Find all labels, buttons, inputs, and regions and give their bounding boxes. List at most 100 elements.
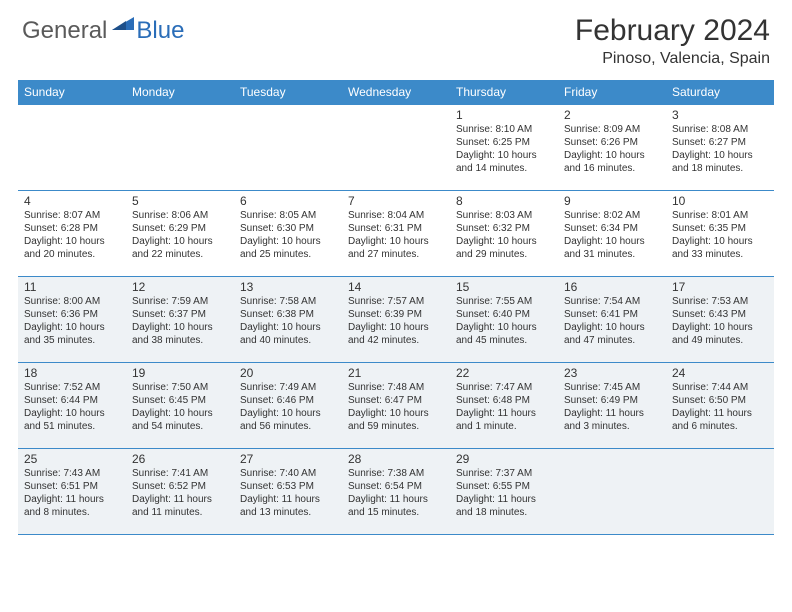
daylight-text: Daylight: 10 hours — [132, 408, 228, 421]
calendar-cell: 5Sunrise: 8:06 AMSunset: 6:29 PMDaylight… — [126, 191, 234, 277]
sunrise-text: Sunrise: 8:05 AM — [240, 210, 336, 223]
calendar-body: 1Sunrise: 8:10 AMSunset: 6:25 PMDaylight… — [18, 105, 774, 535]
sunset-text: Sunset: 6:45 PM — [132, 395, 228, 408]
day-header: Thursday — [450, 80, 558, 105]
daylight-text: Daylight: 10 hours — [456, 236, 552, 249]
calendar-cell — [558, 449, 666, 535]
calendar-cell: 15Sunrise: 7:55 AMSunset: 6:40 PMDayligh… — [450, 277, 558, 363]
header: General Blue February 2024 Pinoso, Valen… — [0, 0, 792, 74]
sunset-text: Sunset: 6:25 PM — [456, 137, 552, 150]
calendar-cell: 13Sunrise: 7:58 AMSunset: 6:38 PMDayligh… — [234, 277, 342, 363]
calendar-cell: 28Sunrise: 7:38 AMSunset: 6:54 PMDayligh… — [342, 449, 450, 535]
day-number: 13 — [240, 280, 336, 295]
daylight-text: Daylight: 10 hours — [24, 408, 120, 421]
daylight-text: and 47 minutes. — [564, 335, 660, 348]
daylight-text: and 54 minutes. — [132, 421, 228, 434]
sunset-text: Sunset: 6:28 PM — [24, 223, 120, 236]
daylight-text: and 27 minutes. — [348, 249, 444, 262]
day-number: 15 — [456, 280, 552, 295]
calendar-row: 25Sunrise: 7:43 AMSunset: 6:51 PMDayligh… — [18, 449, 774, 535]
day-number: 9 — [564, 194, 660, 209]
logo: General Blue — [22, 14, 184, 47]
sunrise-text: Sunrise: 7:53 AM — [672, 296, 768, 309]
calendar-cell: 2Sunrise: 8:09 AMSunset: 6:26 PMDaylight… — [558, 105, 666, 191]
day-number: 11 — [24, 280, 120, 295]
daylight-text: Daylight: 10 hours — [456, 322, 552, 335]
calendar-cell: 1Sunrise: 8:10 AMSunset: 6:25 PMDaylight… — [450, 105, 558, 191]
sunrise-text: Sunrise: 7:49 AM — [240, 382, 336, 395]
day-header: Saturday — [666, 80, 774, 105]
sunrise-text: Sunrise: 7:50 AM — [132, 382, 228, 395]
daylight-text: and 20 minutes. — [24, 249, 120, 262]
sunset-text: Sunset: 6:26 PM — [564, 137, 660, 150]
calendar-cell: 4Sunrise: 8:07 AMSunset: 6:28 PMDaylight… — [18, 191, 126, 277]
sunrise-text: Sunrise: 7:44 AM — [672, 382, 768, 395]
sunrise-text: Sunrise: 7:57 AM — [348, 296, 444, 309]
sunset-text: Sunset: 6:46 PM — [240, 395, 336, 408]
logo-text-general: General — [22, 17, 107, 45]
calendar-row: 11Sunrise: 8:00 AMSunset: 6:36 PMDayligh… — [18, 277, 774, 363]
calendar-cell: 27Sunrise: 7:40 AMSunset: 6:53 PMDayligh… — [234, 449, 342, 535]
daylight-text: Daylight: 11 hours — [348, 494, 444, 507]
calendar-cell: 21Sunrise: 7:48 AMSunset: 6:47 PMDayligh… — [342, 363, 450, 449]
sunset-text: Sunset: 6:43 PM — [672, 309, 768, 322]
logo-text-blue: Blue — [136, 17, 184, 45]
day-number: 3 — [672, 108, 768, 123]
daylight-text: and 18 minutes. — [672, 163, 768, 176]
daylight-text: and 16 minutes. — [564, 163, 660, 176]
daylight-text: Daylight: 10 hours — [24, 322, 120, 335]
daylight-text: Daylight: 10 hours — [672, 236, 768, 249]
calendar-cell: 19Sunrise: 7:50 AMSunset: 6:45 PMDayligh… — [126, 363, 234, 449]
sunrise-text: Sunrise: 7:52 AM — [24, 382, 120, 395]
daylight-text: Daylight: 10 hours — [240, 322, 336, 335]
daylight-text: Daylight: 11 hours — [132, 494, 228, 507]
daylight-text: and 45 minutes. — [456, 335, 552, 348]
daylight-text: and 22 minutes. — [132, 249, 228, 262]
sunset-text: Sunset: 6:53 PM — [240, 481, 336, 494]
calendar-cell: 26Sunrise: 7:41 AMSunset: 6:52 PMDayligh… — [126, 449, 234, 535]
daylight-text: Daylight: 10 hours — [564, 150, 660, 163]
sunset-text: Sunset: 6:49 PM — [564, 395, 660, 408]
sunrise-text: Sunrise: 8:08 AM — [672, 124, 768, 137]
day-number: 5 — [132, 194, 228, 209]
calendar-cell: 6Sunrise: 8:05 AMSunset: 6:30 PMDaylight… — [234, 191, 342, 277]
daylight-text: and 51 minutes. — [24, 421, 120, 434]
title-block: February 2024 Pinoso, Valencia, Spain — [575, 14, 770, 68]
daylight-text: and 18 minutes. — [456, 507, 552, 520]
daylight-text: Daylight: 10 hours — [672, 322, 768, 335]
sunrise-text: Sunrise: 8:06 AM — [132, 210, 228, 223]
sunset-text: Sunset: 6:55 PM — [456, 481, 552, 494]
sunset-text: Sunset: 6:50 PM — [672, 395, 768, 408]
daylight-text: and 42 minutes. — [348, 335, 444, 348]
calendar-cell: 9Sunrise: 8:02 AMSunset: 6:34 PMDaylight… — [558, 191, 666, 277]
day-number: 22 — [456, 366, 552, 381]
calendar-cell: 8Sunrise: 8:03 AMSunset: 6:32 PMDaylight… — [450, 191, 558, 277]
sunrise-text: Sunrise: 8:04 AM — [348, 210, 444, 223]
daylight-text: and 31 minutes. — [564, 249, 660, 262]
daylight-text: Daylight: 10 hours — [24, 236, 120, 249]
daylight-text: Daylight: 10 hours — [240, 236, 336, 249]
sunrise-text: Sunrise: 7:40 AM — [240, 468, 336, 481]
sunrise-text: Sunrise: 8:09 AM — [564, 124, 660, 137]
calendar-row: 1Sunrise: 8:10 AMSunset: 6:25 PMDaylight… — [18, 105, 774, 191]
calendar-cell: 18Sunrise: 7:52 AMSunset: 6:44 PMDayligh… — [18, 363, 126, 449]
calendar-cell: 29Sunrise: 7:37 AMSunset: 6:55 PMDayligh… — [450, 449, 558, 535]
sunrise-text: Sunrise: 7:55 AM — [456, 296, 552, 309]
daylight-text: Daylight: 10 hours — [132, 236, 228, 249]
sunrise-text: Sunrise: 7:38 AM — [348, 468, 444, 481]
sunrise-text: Sunrise: 8:07 AM — [24, 210, 120, 223]
sunset-text: Sunset: 6:39 PM — [348, 309, 444, 322]
sunset-text: Sunset: 6:30 PM — [240, 223, 336, 236]
calendar-cell: 7Sunrise: 8:04 AMSunset: 6:31 PMDaylight… — [342, 191, 450, 277]
daylight-text: and 25 minutes. — [240, 249, 336, 262]
calendar-cell — [666, 449, 774, 535]
daylight-text: and 56 minutes. — [240, 421, 336, 434]
sunset-text: Sunset: 6:41 PM — [564, 309, 660, 322]
calendar-cell — [342, 105, 450, 191]
calendar-cell — [234, 105, 342, 191]
calendar-cell: 24Sunrise: 7:44 AMSunset: 6:50 PMDayligh… — [666, 363, 774, 449]
daylight-text: and 8 minutes. — [24, 507, 120, 520]
daylight-text: Daylight: 10 hours — [348, 236, 444, 249]
day-number: 17 — [672, 280, 768, 295]
sunrise-text: Sunrise: 8:10 AM — [456, 124, 552, 137]
